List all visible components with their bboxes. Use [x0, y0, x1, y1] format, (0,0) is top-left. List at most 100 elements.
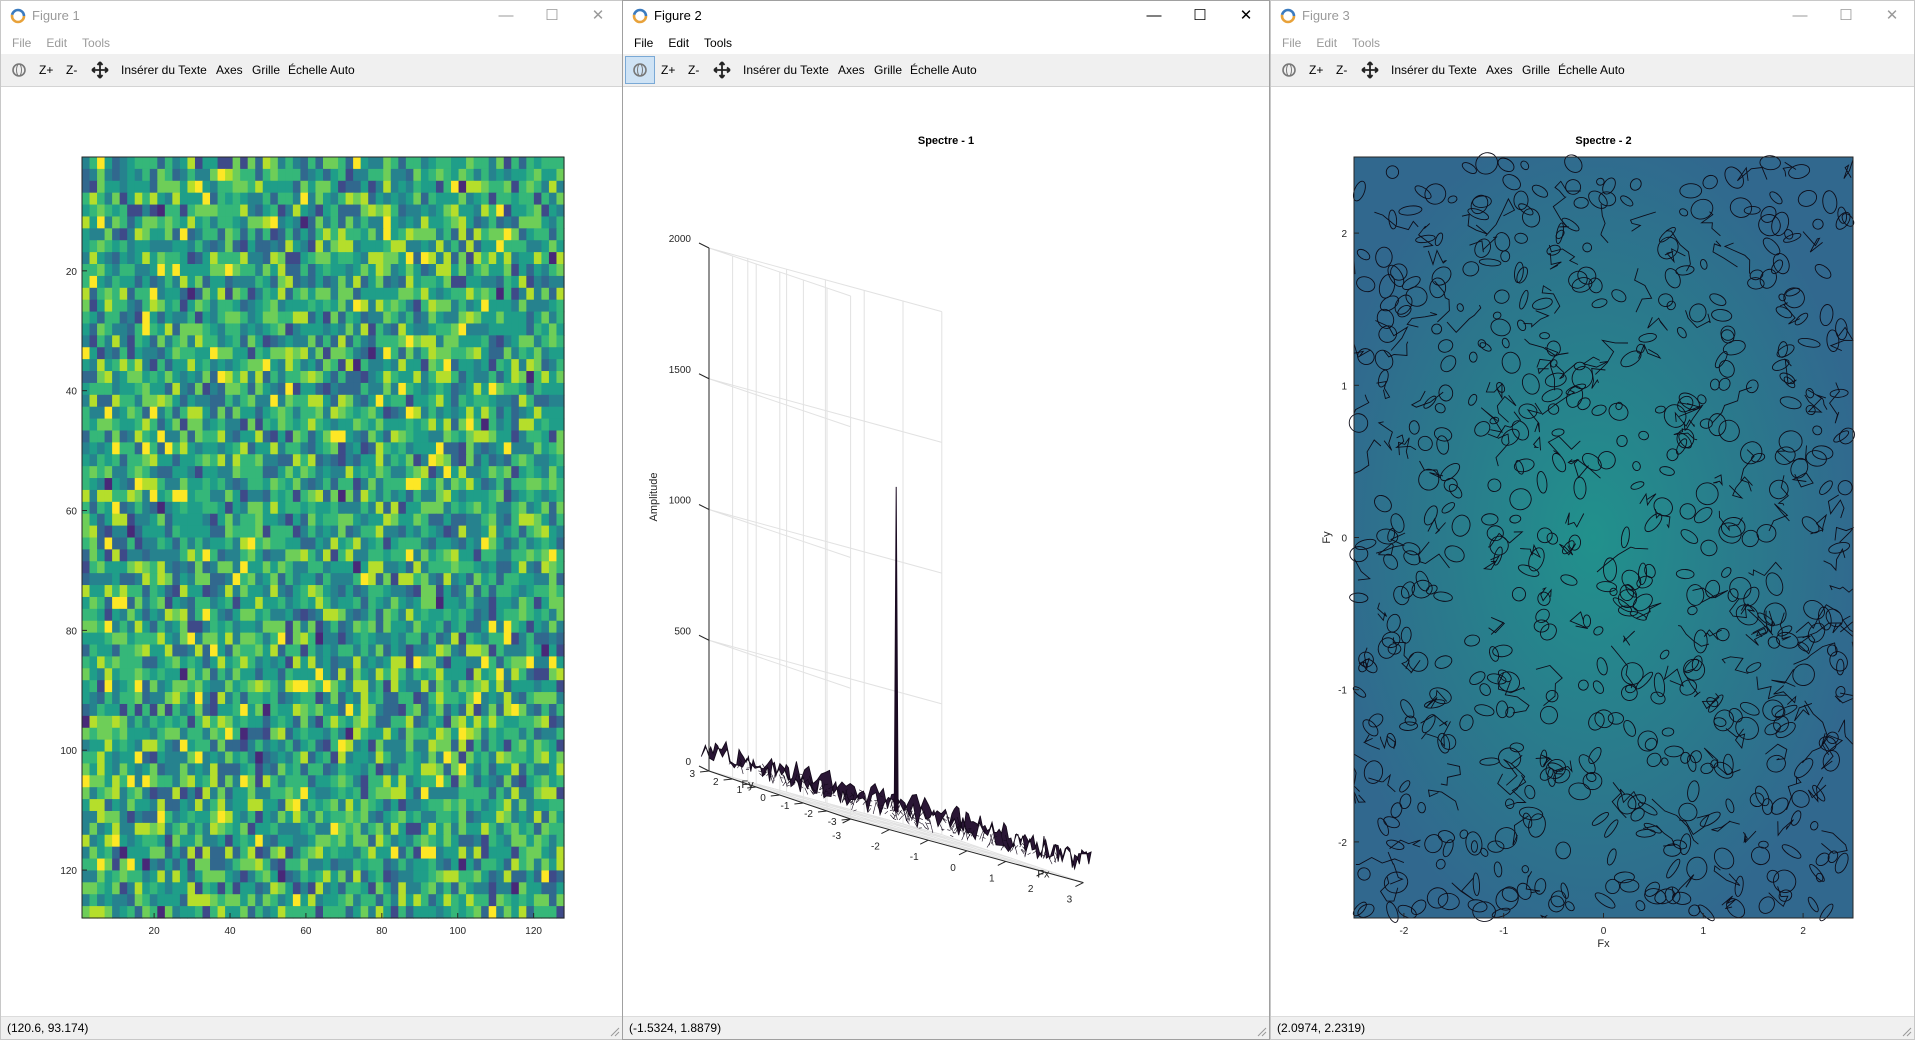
menu-edit[interactable]: Edit	[668, 31, 689, 55]
window-title: Figure 2	[654, 8, 702, 23]
maximize-button[interactable]: ☐	[1185, 5, 1215, 27]
figure-1-window[interactable]: Figure 1 — ☐ ✕ File Edit Tools Z+ Z- Insér…	[0, 0, 623, 1040]
pan-arrows-icon[interactable]	[712, 60, 732, 80]
surface-plot[interactable]: 0 500 1000 1500 2000 -3 -2 -1 0 1 2 3 -3 -2 -1 0 1 2 3 Spec…	[623, 87, 1269, 1017]
resize-grip-icon[interactable]	[1257, 1027, 1267, 1037]
x-tick-label: 80	[376, 926, 388, 937]
x-axis-label: Fx	[1597, 938, 1610, 950]
x-tick-label: 100	[449, 926, 466, 937]
title-bar[interactable]: Figure 1 — ☐ ✕	[1, 1, 622, 31]
axes-button[interactable]: Axes	[216, 54, 243, 86]
x-axis-label: Fx	[1037, 868, 1050, 880]
close-button[interactable]: ✕	[1231, 5, 1261, 27]
pan-arrows-icon[interactable]	[90, 60, 110, 80]
y-tick-label: 3	[689, 769, 695, 780]
resize-grip-icon[interactable]	[1902, 1027, 1912, 1037]
x-tick-label: 0	[1601, 926, 1607, 937]
x-tick-label: 1	[989, 873, 995, 884]
zoom-out-button[interactable]: Z-	[688, 54, 699, 86]
x-tick-label: 20	[149, 926, 161, 937]
minimize-button[interactable]: —	[491, 5, 521, 27]
x-tick-label: 60	[300, 926, 312, 937]
octave-logo-icon	[10, 8, 26, 24]
resize-grip-icon[interactable]	[610, 1027, 620, 1037]
z-tick	[699, 766, 709, 771]
y-tick-label: 80	[66, 626, 78, 637]
insert-text-button[interactable]: Insérer du Texte	[121, 54, 207, 86]
zoom-in-button[interactable]: Z+	[1309, 54, 1323, 86]
y-tick-label: 40	[66, 387, 78, 398]
close-button[interactable]: ✕	[1877, 5, 1907, 27]
octave-logo-icon	[632, 8, 648, 24]
rotate-3d-icon[interactable]	[1279, 60, 1299, 80]
pan-arrows-icon[interactable]	[1360, 60, 1380, 80]
menu-edit[interactable]: Edit	[1316, 31, 1337, 55]
window-title: Figure 3	[1302, 8, 1350, 23]
rotate-3d-icon[interactable]	[625, 56, 655, 84]
y-tick-label: -2	[804, 809, 813, 820]
contour-fill	[1354, 157, 1853, 918]
menu-file[interactable]: File	[1282, 31, 1301, 55]
x-tick-label: -1	[910, 852, 919, 863]
x-tick	[959, 851, 967, 855]
cursor-coordinates: (2.0974, 2.2319)	[1277, 1021, 1365, 1035]
insert-text-button[interactable]: Insérer du Texte	[743, 54, 829, 86]
y-tick-label: -2	[1338, 838, 1347, 849]
window-title: Figure 1	[32, 8, 80, 23]
autoscale-button[interactable]: Échelle Auto	[1558, 54, 1625, 86]
close-button[interactable]: ✕	[583, 5, 613, 27]
z-tick	[699, 505, 709, 510]
z-tick-label: 2000	[669, 234, 692, 245]
figure-2-window[interactable]: Figure 2 — ☐ ✕ File Edit Tools Z+ Z- Insér…	[622, 0, 1270, 1040]
status-bar: (2.0974, 2.2319)	[1271, 1016, 1914, 1039]
figure-toolbar: Z+ Z- Insérer du Texte Axes Grille Échel…	[623, 54, 1269, 87]
insert-text-button[interactable]: Insérer du Texte	[1391, 54, 1477, 86]
contour-plot[interactable]: -2 -1 0 1 2 -2 -1 0 1 2 Spectre - 2 Fx Fy	[1271, 87, 1914, 1017]
title-bar[interactable]: Figure 2 — ☐ ✕	[623, 1, 1269, 31]
menu-file[interactable]: File	[634, 31, 653, 55]
x-tick-label: -1	[1499, 926, 1508, 937]
y-tick-label: 2	[713, 777, 719, 788]
minimize-button[interactable]: —	[1139, 5, 1169, 27]
menu-bar: File Edit Tools	[1, 31, 622, 55]
grid-button[interactable]: Grille	[252, 54, 280, 86]
x-tick	[920, 840, 928, 844]
y-tick-label: 1	[1341, 381, 1347, 392]
menu-file[interactable]: File	[12, 31, 31, 55]
y-tick-label: 100	[60, 746, 77, 757]
menu-tools[interactable]: Tools	[82, 31, 110, 55]
figure-toolbar: Z+ Z- Insérer du Texte Axes Grille Échel…	[1, 54, 622, 87]
x-tick	[1075, 883, 1083, 887]
zoom-in-button[interactable]: Z+	[661, 54, 675, 86]
grid-button[interactable]: Grille	[1522, 54, 1550, 86]
y-tick-label: 20	[66, 267, 78, 278]
grid-button[interactable]: Grille	[874, 54, 902, 86]
menu-tools[interactable]: Tools	[1352, 31, 1380, 55]
rotate-3d-icon[interactable]	[9, 60, 29, 80]
autoscale-button[interactable]: Échelle Auto	[910, 54, 977, 86]
autoscale-button[interactable]: Échelle Auto	[288, 54, 355, 86]
title-bar[interactable]: Figure 3 — ☐ ✕	[1271, 1, 1914, 31]
axes-button[interactable]: Axes	[1486, 54, 1513, 86]
maximize-button[interactable]: ☐	[1831, 5, 1861, 27]
x-tick-label: 3	[1067, 895, 1073, 906]
menu-bar: File Edit Tools	[623, 31, 1269, 55]
z-tick-label: 1500	[669, 365, 692, 376]
axes-button[interactable]: Axes	[838, 54, 865, 86]
x-tick-label: -2	[1399, 926, 1408, 937]
zoom-out-button[interactable]: Z-	[66, 54, 77, 86]
menu-edit[interactable]: Edit	[46, 31, 67, 55]
heatmap-plot[interactable]: 20 40 60 80 100 120 20 40 60 80 100 120	[1, 87, 622, 1017]
z-tick	[699, 374, 709, 379]
zoom-out-button[interactable]: Z-	[1336, 54, 1347, 86]
z-tick-label: 500	[674, 626, 691, 637]
y-tick-label: 120	[60, 866, 77, 877]
maximize-button[interactable]: ☐	[537, 5, 567, 27]
minimize-button[interactable]: —	[1785, 5, 1815, 27]
menu-tools[interactable]: Tools	[704, 31, 732, 55]
x-tick-label: 0	[950, 863, 956, 874]
figure-3-window[interactable]: Figure 3 — ☐ ✕ File Edit Tools Z+ Z- Insér…	[1270, 0, 1915, 1040]
zoom-in-button[interactable]: Z+	[39, 54, 53, 86]
cursor-coordinates: (120.6, 93.174)	[7, 1021, 88, 1035]
y-axis-label: Fy	[741, 779, 754, 791]
